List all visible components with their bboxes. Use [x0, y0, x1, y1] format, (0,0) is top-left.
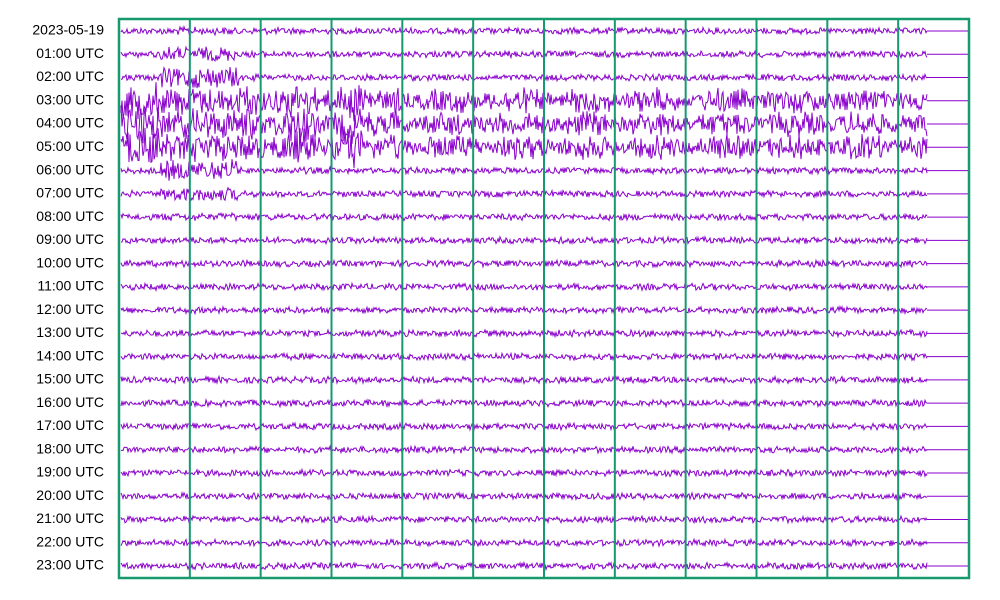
row-label: 15:00 UTC [36, 371, 104, 387]
plot-frame [117, 17, 971, 580]
row-label: 2023-05-19 [32, 22, 104, 38]
trace [120, 235, 928, 246]
row-label: 17:00 UTC [36, 417, 104, 433]
trace [120, 281, 928, 293]
row-label: 18:00 UTC [36, 440, 104, 456]
trace [120, 444, 928, 455]
row-label: 23:00 UTC [36, 557, 104, 573]
row-label: 11:00 UTC [37, 278, 104, 294]
trace [121, 66, 928, 89]
row-label: 20:00 UTC [36, 487, 104, 503]
trace [120, 351, 928, 362]
trace [120, 105, 928, 144]
traces [120, 24, 969, 572]
row-label: 14:00 UTC [36, 347, 104, 363]
row-label: 08:00 UTC [36, 208, 104, 224]
trace [121, 328, 928, 339]
trace [120, 211, 928, 223]
row-label: 03:00 UTC [36, 91, 104, 107]
row-labels: 2023-05-19 01:00 UTC 02:00 UTC 03:00 UTC 04:… [32, 22, 104, 573]
row-label: 21:00 UTC [36, 510, 104, 526]
trace [120, 491, 928, 502]
trace [120, 514, 928, 525]
trace [120, 127, 928, 169]
row-label: 06:00 UTC [36, 161, 104, 177]
trace [120, 537, 928, 548]
row-label: 01:00 UTC [36, 45, 104, 61]
row-label: 09:00 UTC [36, 231, 104, 247]
row-label: 05:00 UTC [36, 138, 104, 154]
trace [120, 304, 928, 316]
trace [120, 24, 928, 37]
trace [120, 258, 928, 269]
row-label: 16:00 UTC [36, 394, 104, 410]
trace [120, 560, 928, 572]
trace [120, 467, 928, 479]
trace [120, 374, 928, 385]
row-label: 12:00 UTC [36, 301, 104, 317]
trace [120, 159, 928, 181]
trace [120, 421, 928, 432]
row-label: 19:00 UTC [36, 464, 104, 480]
row-label: 04:00 UTC [36, 115, 104, 131]
minute-grid [188, 19, 900, 578]
row-label: 07:00 UTC [36, 185, 104, 201]
trace [120, 82, 928, 122]
row-label: 10:00 UTC [36, 254, 104, 270]
row-label: 02:00 UTC [36, 68, 104, 84]
row-label: 22:00 UTC [36, 533, 104, 549]
trace [120, 397, 928, 409]
trace [120, 186, 928, 202]
trace [120, 45, 928, 62]
row-label: 13:00 UTC [36, 324, 104, 340]
